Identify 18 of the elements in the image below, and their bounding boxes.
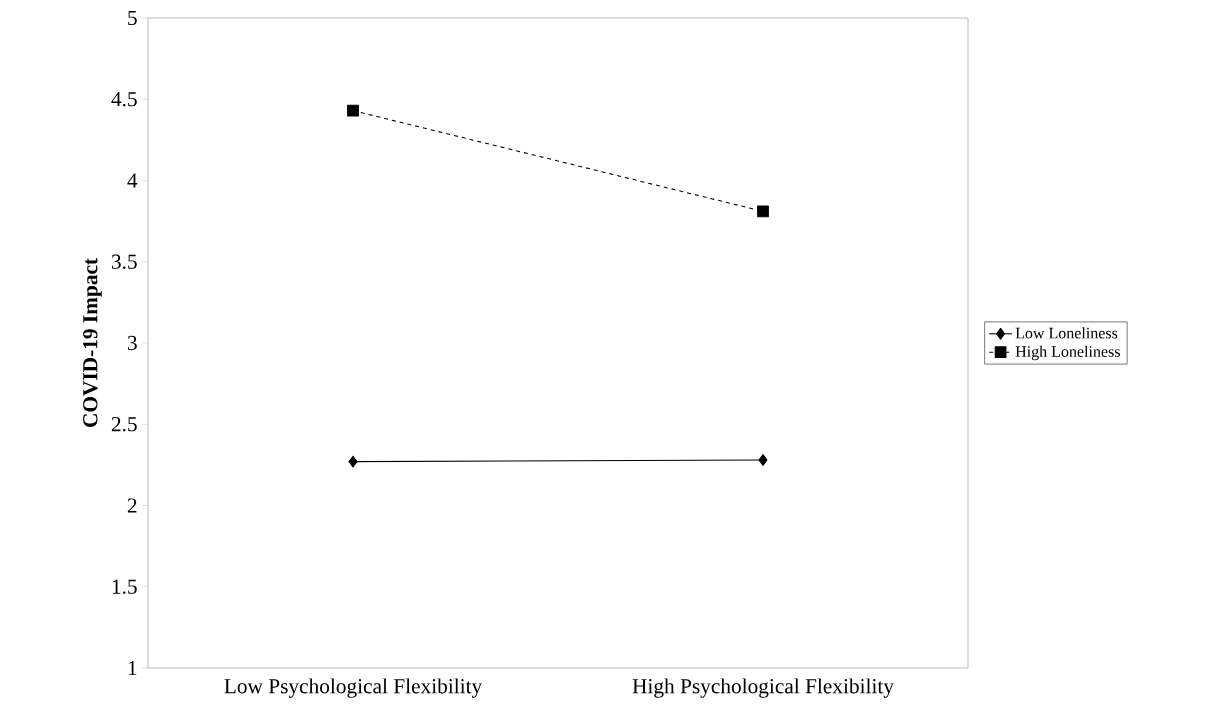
y-tick-label: 2 [127, 498, 137, 513]
y-tick-label: 4 [127, 173, 138, 188]
legend-label: High Loneliness [1015, 345, 1120, 361]
y-axis-title: COVID-19 Impact [83, 258, 102, 427]
point [348, 455, 358, 468]
y-tick-label: 3.5 [111, 254, 137, 269]
legend-label: Low Loneliness [1015, 327, 1118, 339]
x-tick-label: Low Psychological Flexibility [224, 678, 483, 698]
y-tick-label: 4.5 [111, 92, 137, 107]
y-tick-label: 3 [127, 335, 137, 351]
y-tick-label: 5 [128, 10, 137, 26]
point [758, 454, 768, 466]
y-tick-label: 2.5 [111, 417, 137, 432]
point [757, 205, 769, 218]
y-tick-label: 1 [128, 660, 137, 676]
x-tick-label: High Psychological Flexibility [632, 678, 894, 698]
point [347, 104, 359, 117]
y-tick-label: 1.5 [112, 579, 137, 594]
